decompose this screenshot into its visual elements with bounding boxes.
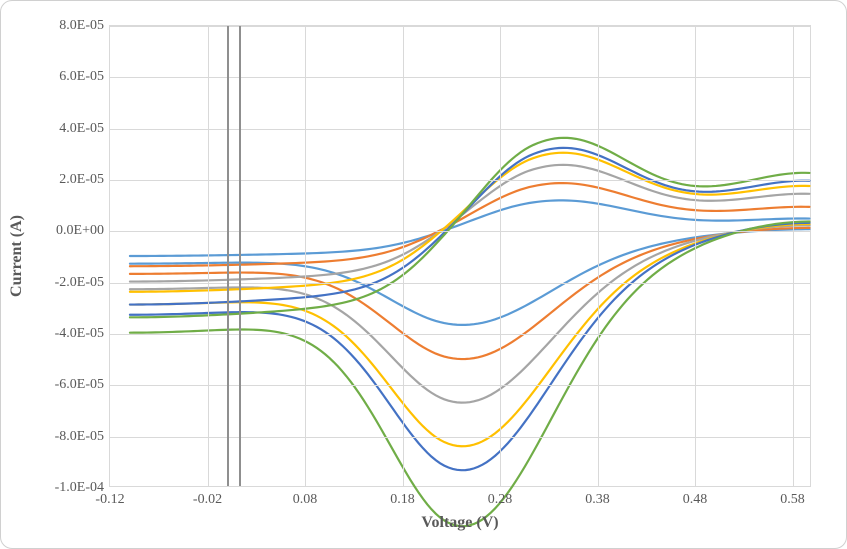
y-axis-label: Current (A)	[8, 215, 26, 297]
gridline-h	[110, 129, 810, 130]
cv-orange-rev	[130, 228, 810, 359]
cv-yellow-rev	[130, 224, 810, 446]
gridline-h	[110, 180, 810, 181]
x-tick-label: 0.38	[585, 492, 610, 508]
x-tick-label: 0.28	[488, 492, 513, 508]
gridline-h	[110, 231, 810, 232]
gridline-v	[500, 26, 501, 486]
gridline-v	[695, 26, 696, 486]
x-tick-label: 0.08	[293, 492, 318, 508]
y-tick-label: 6.0E-05	[59, 69, 104, 85]
y-tick-label: 0.0E+00	[56, 223, 104, 239]
gridline-h	[110, 283, 810, 284]
y-tick-label: 2.0E-05	[59, 172, 104, 188]
cv-green-rev	[130, 222, 810, 527]
gridline-h	[110, 26, 810, 27]
x-axis-label: Voltage (V)	[421, 514, 498, 532]
y-tick-label: -8.0E-05	[55, 429, 104, 445]
y-tick-label: -6.0E-05	[55, 377, 104, 393]
gridline-v	[305, 26, 306, 486]
x-tick-label: -0.02	[193, 492, 222, 508]
gridline-h	[110, 437, 810, 438]
zero-vertical-line	[227, 26, 229, 486]
gridline-v	[793, 26, 794, 486]
plot-area: -0.12-0.020.080.180.280.380.480.58-1.0E-…	[109, 25, 811, 487]
x-tick-label: 0.48	[683, 492, 708, 508]
cv-darkblue-fwd	[130, 148, 810, 305]
gridline-h	[110, 77, 810, 78]
gridline-v	[403, 26, 404, 486]
x-tick-label: 0.18	[390, 492, 415, 508]
y-tick-label: -2.0E-05	[55, 275, 104, 291]
gridline-h	[110, 385, 810, 386]
gridline-v	[208, 26, 209, 486]
gridline-h	[110, 334, 810, 335]
zero-vertical-line	[239, 26, 241, 486]
chart-frame: -0.12-0.020.080.180.280.380.480.58-1.0E-…	[0, 0, 847, 549]
cv-traces	[110, 26, 810, 486]
cv-darkblue-rev	[130, 223, 810, 470]
y-tick-label: 8.0E-05	[59, 18, 104, 34]
y-tick-label: -4.0E-05	[55, 326, 104, 342]
x-tick-label: 0.58	[780, 492, 805, 508]
y-tick-label: -1.0E-04	[55, 480, 104, 496]
gridline-v	[598, 26, 599, 486]
y-tick-label: 4.0E-05	[59, 121, 104, 137]
